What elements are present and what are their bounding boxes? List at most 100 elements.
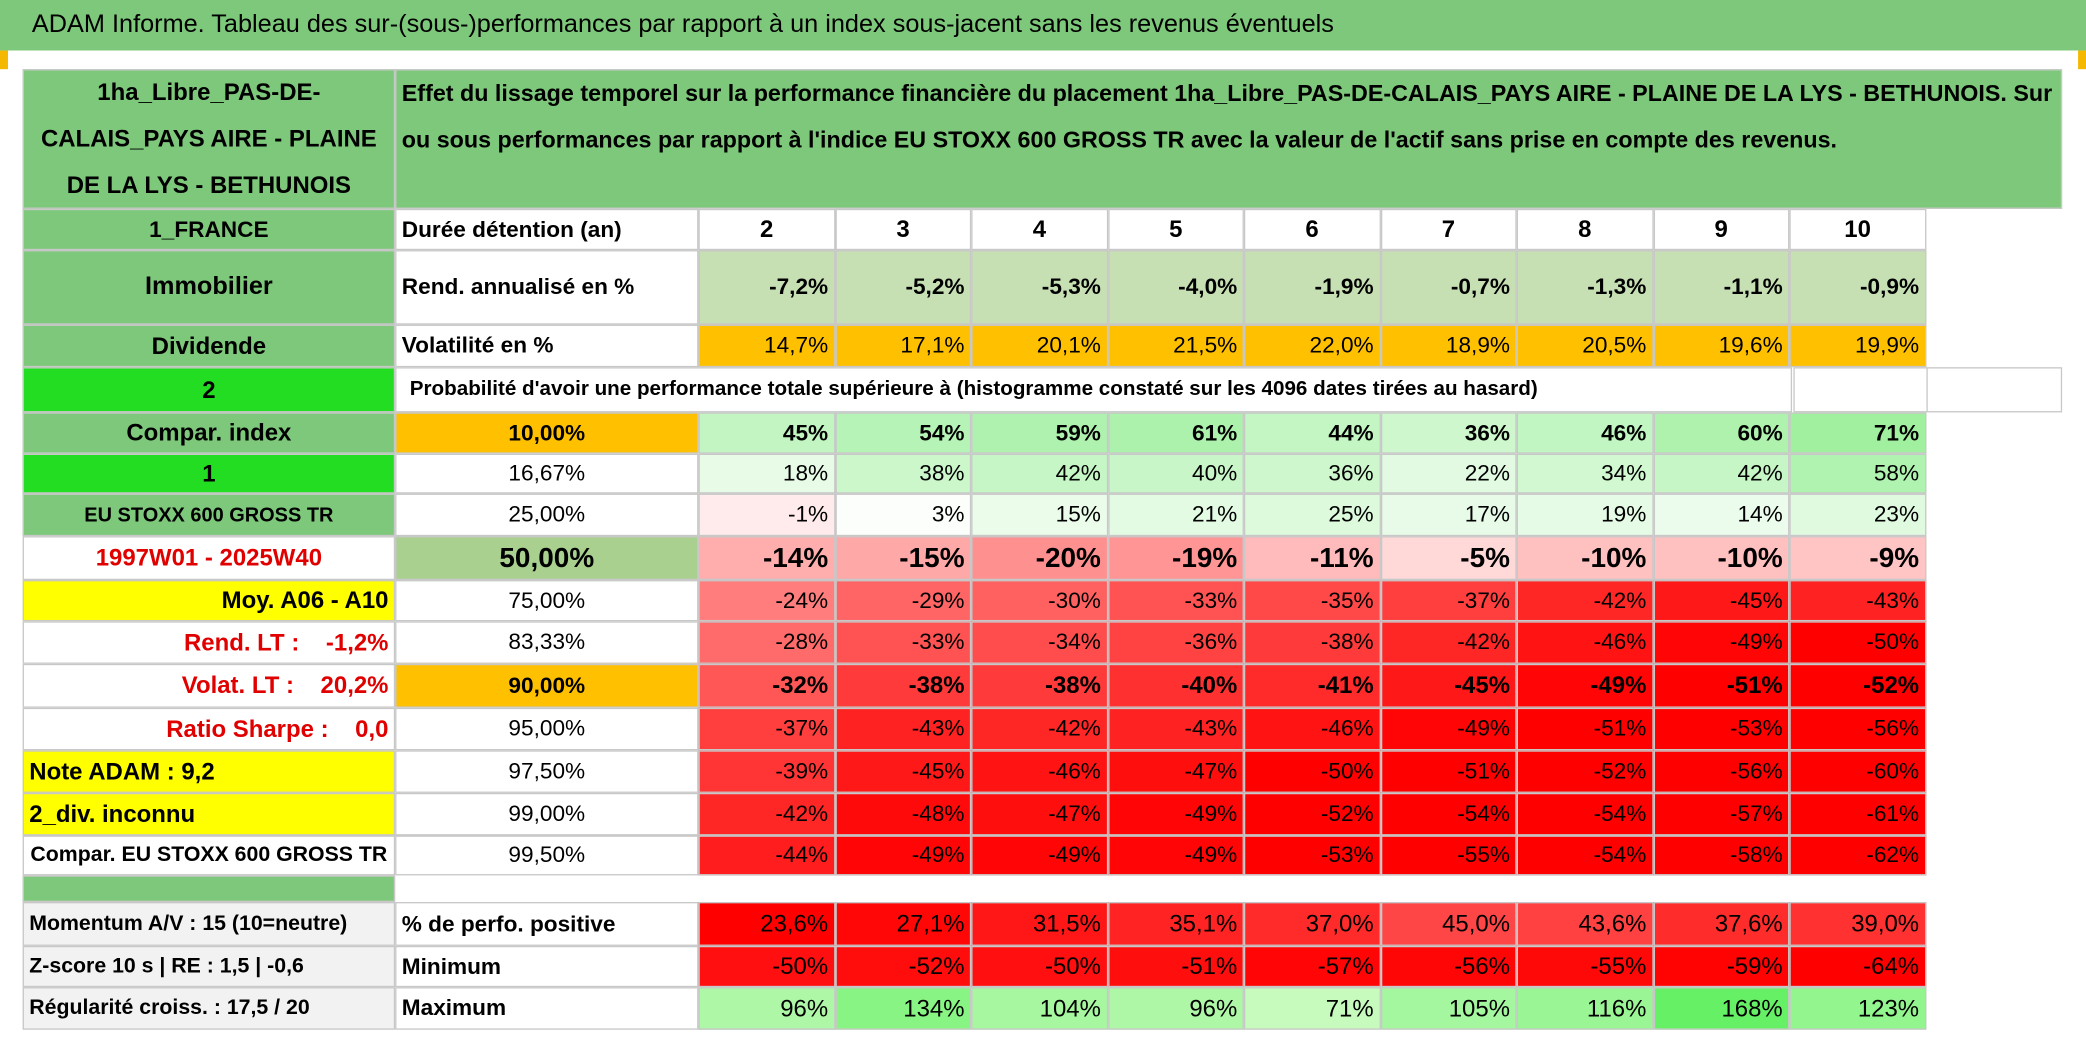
cell: 71% (1789, 412, 1926, 454)
row-label: Compar. index (22, 412, 396, 454)
column-header: 9 (1653, 208, 1790, 251)
cell: 21,5% (1107, 324, 1244, 368)
cell: -57% (1653, 792, 1790, 836)
cell: -34% (971, 621, 1108, 664)
cell: -49% (1653, 621, 1790, 664)
cell: -62% (1789, 835, 1926, 876)
cell: 21% (1107, 493, 1244, 537)
row-label: 1_FRANCE (22, 208, 396, 251)
row-header: Minimum (395, 945, 699, 988)
cell: -32% (698, 663, 835, 708)
cell: -9% (1789, 536, 1926, 581)
cell: 20,1% (971, 324, 1108, 368)
row-label: Rend. LT : -1,2% (22, 621, 396, 664)
cell: -40% (1107, 663, 1244, 708)
cell: -45% (834, 750, 972, 793)
row-label: 1 (22, 453, 396, 494)
cell: 59% (971, 412, 1108, 454)
cell: -36% (1107, 621, 1244, 664)
cell: -45% (1380, 663, 1517, 708)
cell: -57% (1243, 945, 1381, 988)
cell: -54% (1516, 792, 1654, 836)
cell: 14% (1653, 493, 1790, 537)
cell: 61% (1107, 412, 1244, 454)
cell: 3% (834, 493, 972, 537)
cell: -5,2% (834, 250, 972, 325)
cell: 35,1% (1107, 902, 1244, 946)
cell: 25% (1243, 493, 1381, 537)
title-bar: ADAM Informe. Tableau des sur-(sous-)per… (0, 0, 2086, 51)
column-header: 4 (971, 208, 1108, 251)
cell: 39,0% (1789, 902, 1926, 946)
asset-title: 1ha_Libre_PAS-DE-CALAIS_PAYS AIRE - PLAI… (22, 69, 396, 209)
cell: 168% (1653, 987, 1790, 1030)
cell: -37% (1380, 580, 1517, 622)
row-header: 83,33% (395, 621, 699, 664)
row-header: 99,50% (395, 835, 699, 876)
cell: 96% (1107, 987, 1244, 1030)
row-header: Durée détention (an) (395, 208, 699, 251)
cell: -43% (1107, 707, 1244, 751)
cell: -38% (1243, 621, 1381, 664)
cell: -46% (1243, 707, 1381, 751)
cell: -61% (1789, 792, 1926, 836)
row-header: 75,00% (395, 580, 699, 622)
cell: -59% (1653, 945, 1790, 988)
cell: -64% (1789, 945, 1926, 988)
column-header: 5 (1107, 208, 1244, 251)
cell: -1,3% (1516, 250, 1654, 325)
cell: -20% (971, 536, 1108, 581)
cell: -11% (1243, 536, 1381, 581)
cell: -5,3% (971, 250, 1108, 325)
cell: -56% (1380, 945, 1517, 988)
cell: -10% (1516, 536, 1654, 581)
cell: 134% (834, 987, 972, 1030)
cell: -41% (1243, 663, 1381, 708)
cell: -42% (1516, 580, 1654, 622)
cell: 37,6% (1653, 902, 1790, 946)
cell: -52% (1789, 663, 1926, 708)
cell: -51% (1380, 750, 1517, 793)
cell: 40% (1107, 453, 1244, 494)
cell: -47% (971, 792, 1108, 836)
cell: 18% (698, 453, 835, 494)
row-label: Immobilier (22, 250, 396, 325)
cell: -42% (1380, 621, 1517, 664)
cell: 71% (1243, 987, 1381, 1030)
row-label: Moy. A06 - A10 (22, 580, 396, 622)
cell: 43,6% (1516, 902, 1654, 946)
row-header: 97,50% (395, 750, 699, 793)
cell: -0,7% (1380, 250, 1517, 325)
cell: -53% (1653, 707, 1790, 751)
cell: 45% (698, 412, 835, 454)
cell: 18,9% (1380, 324, 1517, 368)
cell: 22,0% (1243, 324, 1381, 368)
cell: -39% (698, 750, 835, 793)
spacer (22, 875, 396, 903)
column-header: 7 (1380, 208, 1517, 251)
cell: 34% (1516, 453, 1654, 494)
cell: 27,1% (834, 902, 972, 946)
cell: -53% (1243, 835, 1381, 876)
cell: -49% (971, 835, 1108, 876)
cell: 104% (971, 987, 1108, 1030)
column-header: 3 (834, 208, 972, 251)
cell: 54% (834, 412, 972, 454)
column-header: 2 (698, 208, 835, 251)
cell: -56% (1789, 707, 1926, 751)
cell: -24% (698, 580, 835, 622)
cell: -48% (834, 792, 972, 836)
row-label: Compar. EU STOXX 600 GROSS TR (22, 835, 396, 876)
cell: -54% (1516, 835, 1654, 876)
cell: -47% (1107, 750, 1244, 793)
cell: -35% (1243, 580, 1381, 622)
row-header: Volatilité en % (395, 324, 699, 368)
cell: -37% (698, 707, 835, 751)
column-header: 6 (1243, 208, 1381, 251)
cell: -15% (834, 536, 972, 581)
cell: 19% (1516, 493, 1654, 537)
row-label: Dividende (22, 324, 396, 368)
row-header: 90,00% (395, 663, 699, 708)
description: Effet du lissage temporel sur la perform… (395, 69, 2063, 209)
cell: -50% (1789, 621, 1926, 664)
